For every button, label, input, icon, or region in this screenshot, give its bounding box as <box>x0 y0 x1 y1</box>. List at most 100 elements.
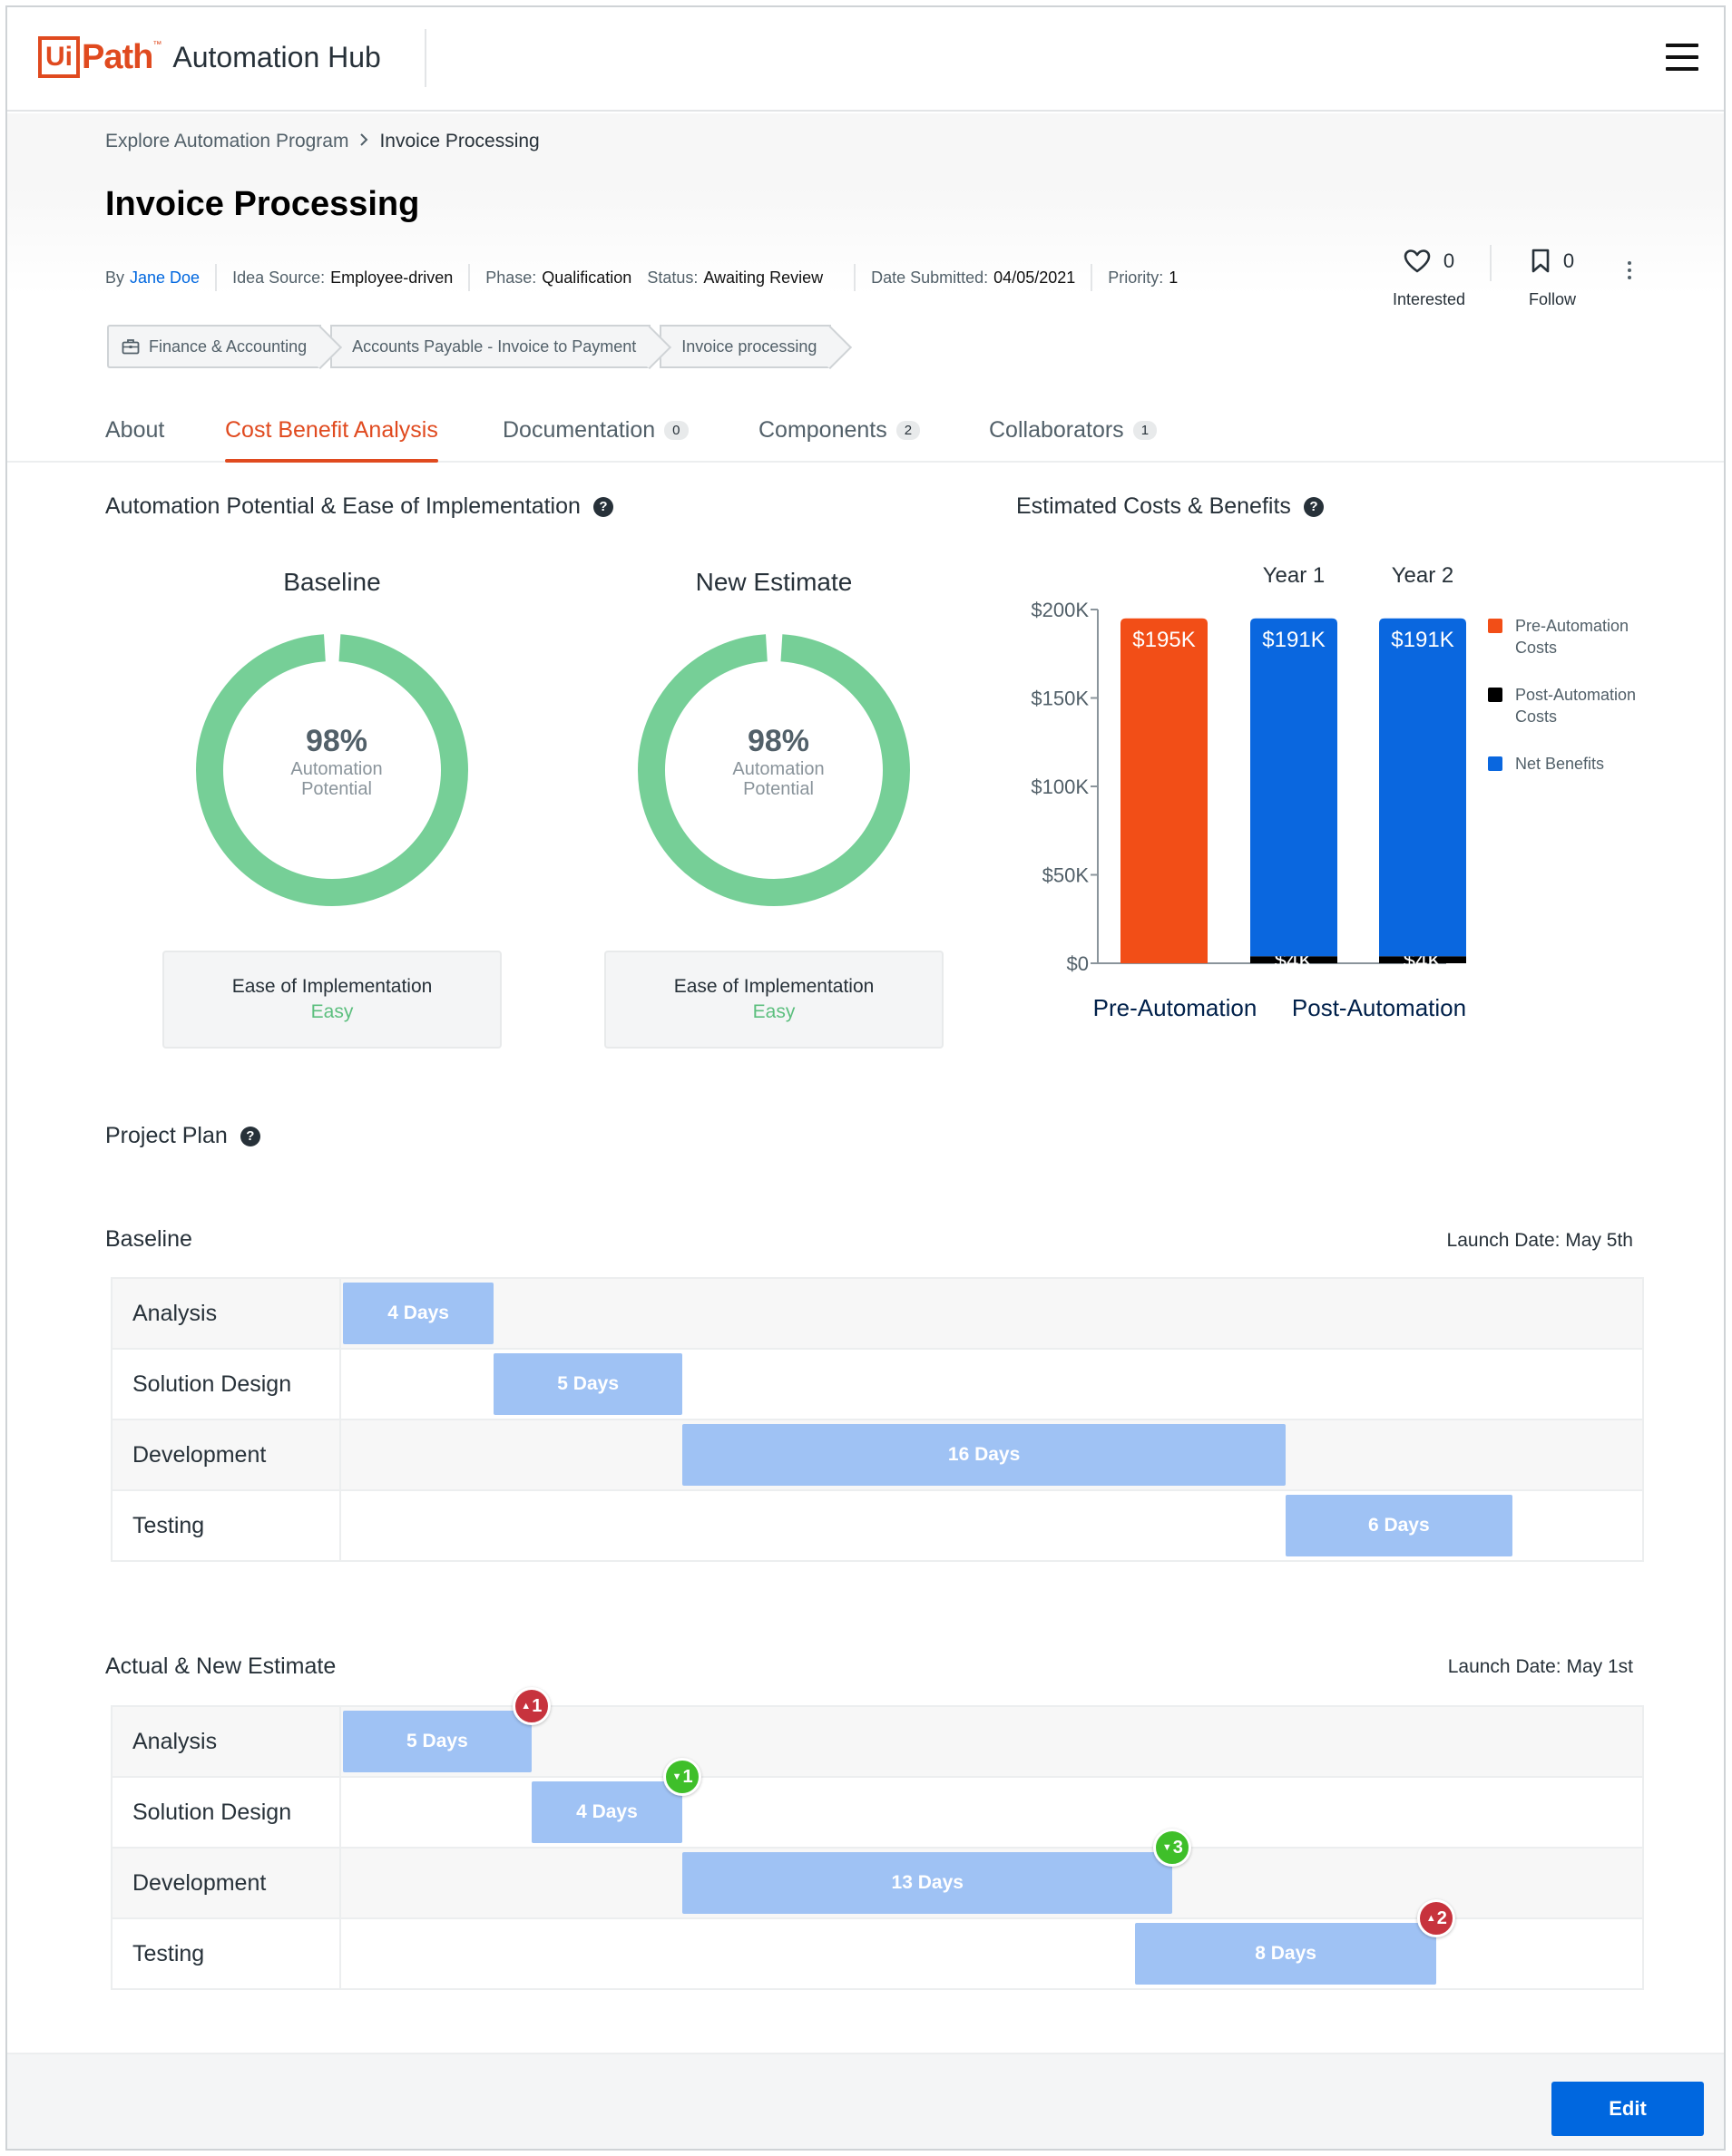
gantt-row: Solution Design 5 Days <box>111 1350 1644 1420</box>
ease-value: Easy <box>310 1001 354 1022</box>
legend-label: Post-Automation Costs <box>1515 686 1637 726</box>
meta-date: Date Submitted: 04/05/2021 <box>854 264 1091 291</box>
delta-value: 1 <box>532 1695 543 1716</box>
baseline-percent: 98% <box>305 724 368 758</box>
tab-components[interactable]: Components 2 <box>758 417 921 444</box>
actual-plan-label: Actual & New Estimate <box>105 1654 337 1679</box>
tab-count-badge: 2 <box>895 421 921 440</box>
category-chip-level2[interactable]: Accounts Payable - Invoice to Payment <box>330 325 651 368</box>
bar-value-label: $195K <box>1132 628 1195 652</box>
y-tick-label: $150K <box>1031 688 1089 710</box>
baseline-donut: 98% Automation Potential <box>191 629 473 911</box>
category-chip-level3[interactable]: Invoice processing <box>660 325 832 368</box>
tab-label: About <box>105 417 165 443</box>
priority-label: Priority: <box>1108 268 1164 287</box>
gantt-bar[interactable]: 8 Days <box>1134 1923 1437 1985</box>
arrow-up-icon: ▲ <box>1425 1913 1436 1924</box>
baseline-gantt: Analysis 4 Days Solution Design 5 Days Devel… <box>111 1277 1644 1562</box>
baseline-heading: Baseline <box>283 568 381 596</box>
follow-button[interactable]: 0 Follow <box>1492 245 1613 309</box>
y-tick-label: $50K <box>1042 864 1090 887</box>
arrow-up-icon: ▲ <box>521 1701 532 1712</box>
automation-section-title-text: Automation Potential & Ease of Implement… <box>105 493 581 519</box>
interested-button[interactable]: 0 Interested <box>1368 245 1490 309</box>
gantt-bar[interactable]: 5 Days <box>343 1711 532 1772</box>
ahead-badge: ▼ 1 <box>663 1758 702 1796</box>
actual-launch-date: Launch Date: May 1st <box>1447 1656 1633 1677</box>
group-label-post-automation: Post-Automation <box>1292 994 1466 1021</box>
app-window: Ui Path ™ Automation Hub Explore Automat… <box>5 5 1726 2151</box>
gantt-phase-label: Solution Design <box>111 1778 341 1847</box>
gantt-row: Development 16 Days <box>111 1420 1644 1491</box>
help-icon[interactable]: ? <box>592 496 613 517</box>
uipath-logo[interactable]: Ui Path ™ Automation Hub <box>38 34 381 80</box>
gantt-bar[interactable]: 4 Days <box>531 1781 683 1843</box>
y-tick-label: $200K <box>1031 599 1089 621</box>
ease-label: Ease of Implementation <box>673 976 875 997</box>
new-estimate-potential: New Estimate 98% Automation Potential Ea… <box>602 568 946 1049</box>
gantt-phase-label: Analysis <box>111 1707 341 1776</box>
gantt-bar[interactable]: 4 Days <box>343 1283 494 1344</box>
delay-badge: ▲ 2 <box>1417 1899 1456 1937</box>
gantt-row: Solution Design 4 Days ▼ 1 <box>111 1758 1644 1849</box>
priority-value: 1 <box>1169 268 1179 287</box>
legend-label: Net Benefits <box>1515 755 1605 773</box>
gantt-row: Analysis 5 Days ▲ 1 <box>111 1687 1644 1778</box>
breadcrumb-parent-link[interactable]: Explore Automation Program <box>105 131 349 151</box>
edit-button[interactable]: Edit <box>1551 2082 1704 2136</box>
breadcrumb-current: Invoice Processing <box>379 131 540 151</box>
meta-idea-source: Idea Source: Employee-driven <box>215 264 468 291</box>
gantt-bar[interactable]: 5 Days <box>494 1353 683 1415</box>
category-chip-level1[interactable]: Finance & Accounting <box>107 325 322 368</box>
delay-badge: ▲ 1 <box>512 1687 551 1725</box>
gantt-row: Analysis 4 Days <box>111 1279 1644 1350</box>
gantt-row: Testing 6 Days <box>111 1491 1644 1562</box>
gantt-phase-label: Testing <box>111 1919 341 1988</box>
tab-bar: About Cost Benefit Analysis Documentatio… <box>7 406 1724 463</box>
bar-value-label: $191K <box>1262 628 1325 652</box>
new-estimate-ring <box>638 634 910 906</box>
new-estimate-donut: 98% Automation Potential <box>633 629 915 911</box>
bar-net-benefits <box>1379 618 1466 957</box>
gantt-bar[interactable]: 6 Days <box>1286 1495 1512 1556</box>
reaction-divider <box>1490 245 1492 281</box>
help-icon[interactable]: ? <box>1303 496 1324 517</box>
more-options-icon[interactable] <box>1620 258 1639 283</box>
gantt-bar[interactable]: 13 Days <box>682 1852 1173 1914</box>
gantt-phase-label: Testing <box>111 1491 341 1560</box>
gantt-phase-label: Development <box>111 1849 341 1917</box>
meta-status: Status: Awaiting Review <box>647 264 838 291</box>
column-header: Year 2 <box>1392 563 1454 588</box>
actual-gantt: Analysis 5 Days ▲ 1 Solution Design 4 Days ▼ 1 D… <box>111 1687 1644 1990</box>
arrow-down-icon: ▼ <box>671 1771 682 1782</box>
baseline-ring <box>196 634 468 906</box>
legend-label: Pre-Automation Costs <box>1515 617 1629 657</box>
project-plan-title-text: Project Plan <box>105 1123 228 1148</box>
author-label: By <box>105 268 125 287</box>
legend-swatch <box>1488 619 1502 633</box>
legend-swatch <box>1488 688 1502 702</box>
new-estimate-donut-label: 98% Automation Potential <box>633 724 915 799</box>
hamburger-menu-icon[interactable] <box>1666 44 1702 74</box>
bar-net-benefits <box>1250 618 1337 957</box>
status-label: Status: <box>647 268 699 287</box>
baseline-launch-date: Launch Date: May 5th <box>1446 1230 1633 1251</box>
interested-label: Interested <box>1392 290 1466 308</box>
author-link[interactable]: Jane Doe <box>130 268 201 287</box>
bar-pre-automation-costs <box>1120 618 1208 963</box>
help-icon[interactable]: ? <box>240 1126 260 1146</box>
tab-collaborators[interactable]: Collaborators 1 <box>989 417 1158 444</box>
ease-label: Ease of Implementation <box>231 976 433 997</box>
new-estimate-sub-line1: Automation <box>732 759 825 779</box>
new-estimate-sub-line2: Potential <box>743 779 814 799</box>
date-label: Date Submitted: <box>871 268 989 287</box>
costs-section-title-text: Estimated Costs & Benefits <box>1016 493 1291 519</box>
automation-section-title: Automation Potential & Ease of Implement… <box>105 493 613 520</box>
tab-documentation[interactable]: Documentation 0 <box>503 417 689 444</box>
category-chip-label: Invoice processing <box>681 337 817 356</box>
tab-cost-benefit-analysis[interactable]: Cost Benefit Analysis <box>225 417 438 463</box>
gantt-bar[interactable]: 16 Days <box>682 1424 1287 1486</box>
costs-section-title: Estimated Costs & Benefits ? <box>1016 493 1324 520</box>
tab-about[interactable]: About <box>105 417 164 444</box>
idea-source-value: Employee-driven <box>330 268 454 287</box>
